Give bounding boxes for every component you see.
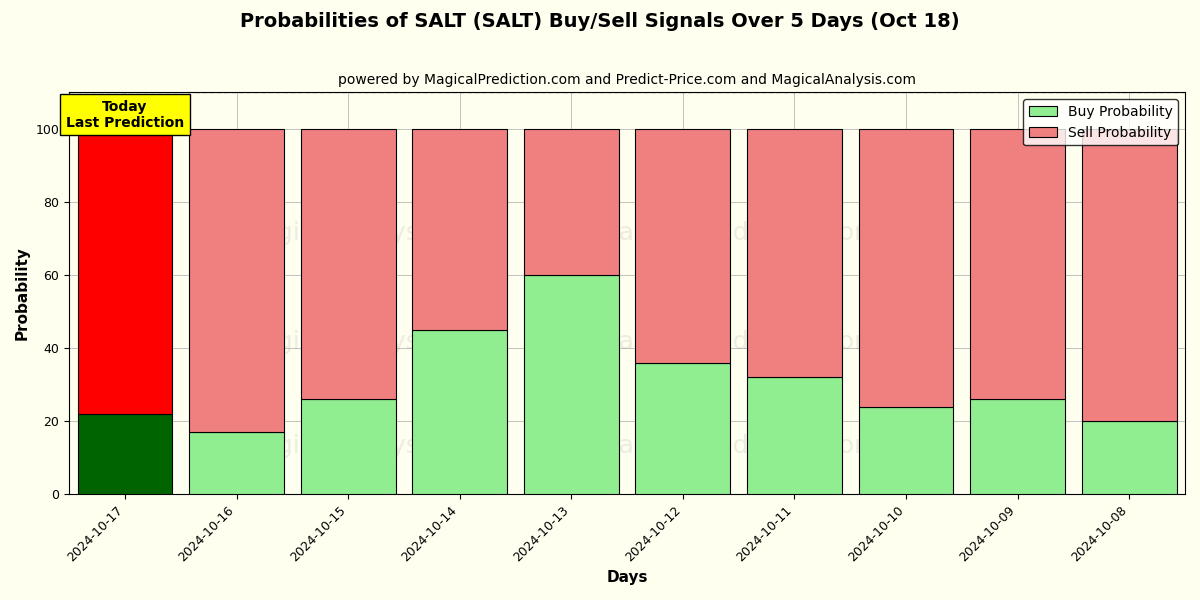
Bar — [970, 129, 1066, 399]
Bar — [970, 399, 1066, 494]
Bar — [636, 363, 731, 494]
Bar — [859, 407, 954, 494]
Text: MagicalPrediction.com: MagicalPrediction.com — [598, 434, 880, 458]
Bar — [78, 129, 173, 414]
Bar — [859, 129, 954, 407]
Bar — [1081, 421, 1177, 494]
Bar — [524, 275, 619, 494]
Bar — [190, 432, 284, 494]
Y-axis label: Probability: Probability — [16, 247, 30, 340]
Bar — [78, 414, 173, 494]
Bar — [636, 129, 731, 363]
Bar — [748, 377, 842, 494]
Text: MagicalAnalysis.com: MagicalAnalysis.com — [240, 221, 500, 245]
Title: powered by MagicalPrediction.com and Predict-Price.com and MagicalAnalysis.com: powered by MagicalPrediction.com and Pre… — [338, 73, 916, 87]
Text: Today
Last Prediction: Today Last Prediction — [66, 100, 184, 130]
Text: MagicalAnalysis.com: MagicalAnalysis.com — [240, 434, 500, 458]
Bar — [524, 129, 619, 275]
Bar — [190, 129, 284, 432]
Legend: Buy Probability, Sell Probability: Buy Probability, Sell Probability — [1024, 99, 1178, 145]
Text: MagicalAnalysis.com: MagicalAnalysis.com — [240, 329, 500, 353]
Text: MagicalPrediction.com: MagicalPrediction.com — [598, 329, 880, 353]
Text: Probabilities of SALT (SALT) Buy/Sell Signals Over 5 Days (Oct 18): Probabilities of SALT (SALT) Buy/Sell Si… — [240, 12, 960, 31]
Bar — [301, 129, 396, 399]
Bar — [301, 399, 396, 494]
Text: MagicalPrediction.com: MagicalPrediction.com — [598, 221, 880, 245]
X-axis label: Days: Days — [606, 570, 648, 585]
Bar — [748, 129, 842, 377]
Bar — [413, 330, 508, 494]
Bar — [1081, 129, 1177, 421]
Bar — [413, 129, 508, 330]
